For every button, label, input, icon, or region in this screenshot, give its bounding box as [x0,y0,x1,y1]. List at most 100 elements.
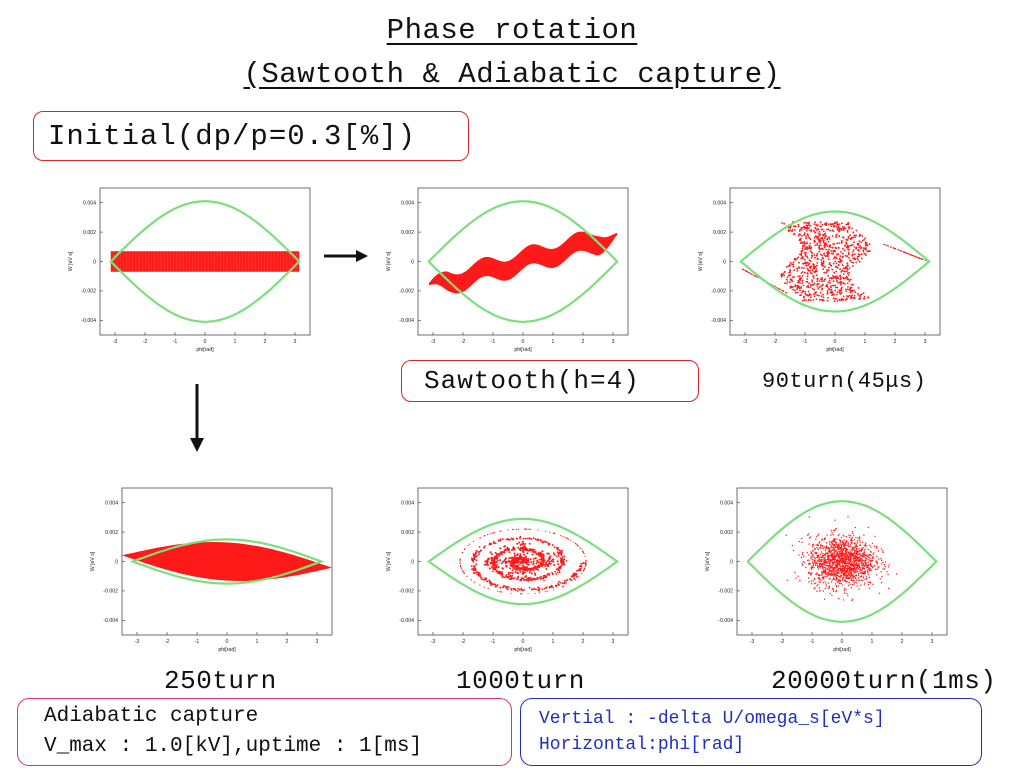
particle [825,585,827,587]
particle [838,553,840,555]
particle [817,566,819,568]
particle [813,293,815,296]
particle [861,239,864,242]
particle [850,564,852,566]
particle [813,239,816,242]
particle-distribution [428,231,618,294]
particle [522,578,525,581]
particle [839,541,841,543]
particle [887,566,890,568]
particle [826,237,829,240]
particle [478,553,480,556]
particle [830,529,832,532]
particle [474,569,477,571]
particle [502,551,505,554]
particle [847,544,849,547]
particle [515,528,517,530]
particle [827,223,830,225]
particle [822,552,824,555]
particle [834,260,837,263]
particle [533,572,536,575]
particle [834,583,837,585]
particle [846,267,848,270]
particle [851,548,854,550]
y-tick-label: 0 [411,559,414,565]
y-tick-label: 0.004 [720,501,733,507]
particle [803,226,806,229]
particle [822,299,824,301]
particle [489,551,492,554]
particle [802,299,804,302]
particle [846,295,848,297]
particle [549,562,552,565]
particle [809,224,812,227]
particle [876,555,878,558]
particle [834,553,836,555]
y-tick-label: -0.002 [399,289,414,295]
particle [583,553,585,555]
particle [846,592,848,595]
particle [821,223,824,226]
x-tick-label: -1 [173,339,178,345]
particle [839,268,841,271]
particle [800,254,803,256]
particle [579,567,582,570]
particle [826,572,829,574]
particle [815,298,818,300]
particle-distribution [459,528,587,595]
particle [836,574,838,577]
particle [807,234,809,237]
particle [528,586,531,589]
particle [856,556,858,559]
particle [828,585,831,587]
particle [798,261,800,264]
particle [522,537,525,540]
particle [841,542,843,544]
particle [819,562,821,564]
particle [858,240,861,242]
particle [832,533,834,536]
particle [568,538,570,540]
particle [840,575,843,577]
particle [863,549,866,551]
particle [847,286,849,288]
particle [869,544,871,546]
particle [821,544,824,547]
y-tick-label: 0.004 [401,501,414,507]
particle [748,272,750,274]
particle [809,269,811,272]
particle [513,552,516,555]
particle [805,237,807,240]
particle [806,222,809,224]
particle [863,584,865,586]
particle [846,565,849,567]
particle [823,567,826,569]
particle [859,553,861,555]
particle [815,254,818,256]
particle [825,243,828,245]
particle [848,568,850,571]
particle [856,540,859,542]
particle [514,577,516,579]
particle [846,282,849,285]
particle [820,564,823,567]
particle [837,554,839,556]
particle [838,242,840,244]
particle [532,569,535,572]
particle [865,558,867,560]
particle [848,245,850,247]
particle [867,558,869,561]
particle [507,588,509,591]
particle [754,275,756,277]
initial-label: Initial(dp/p=0.3[%]) [48,119,417,153]
particle [835,571,837,573]
particle [870,546,872,548]
particle [858,547,860,550]
particle [835,590,837,593]
particle [786,579,788,581]
particle [836,224,839,226]
particle [493,564,495,567]
particle [844,553,846,556]
particle [811,269,814,272]
particle [884,244,886,246]
